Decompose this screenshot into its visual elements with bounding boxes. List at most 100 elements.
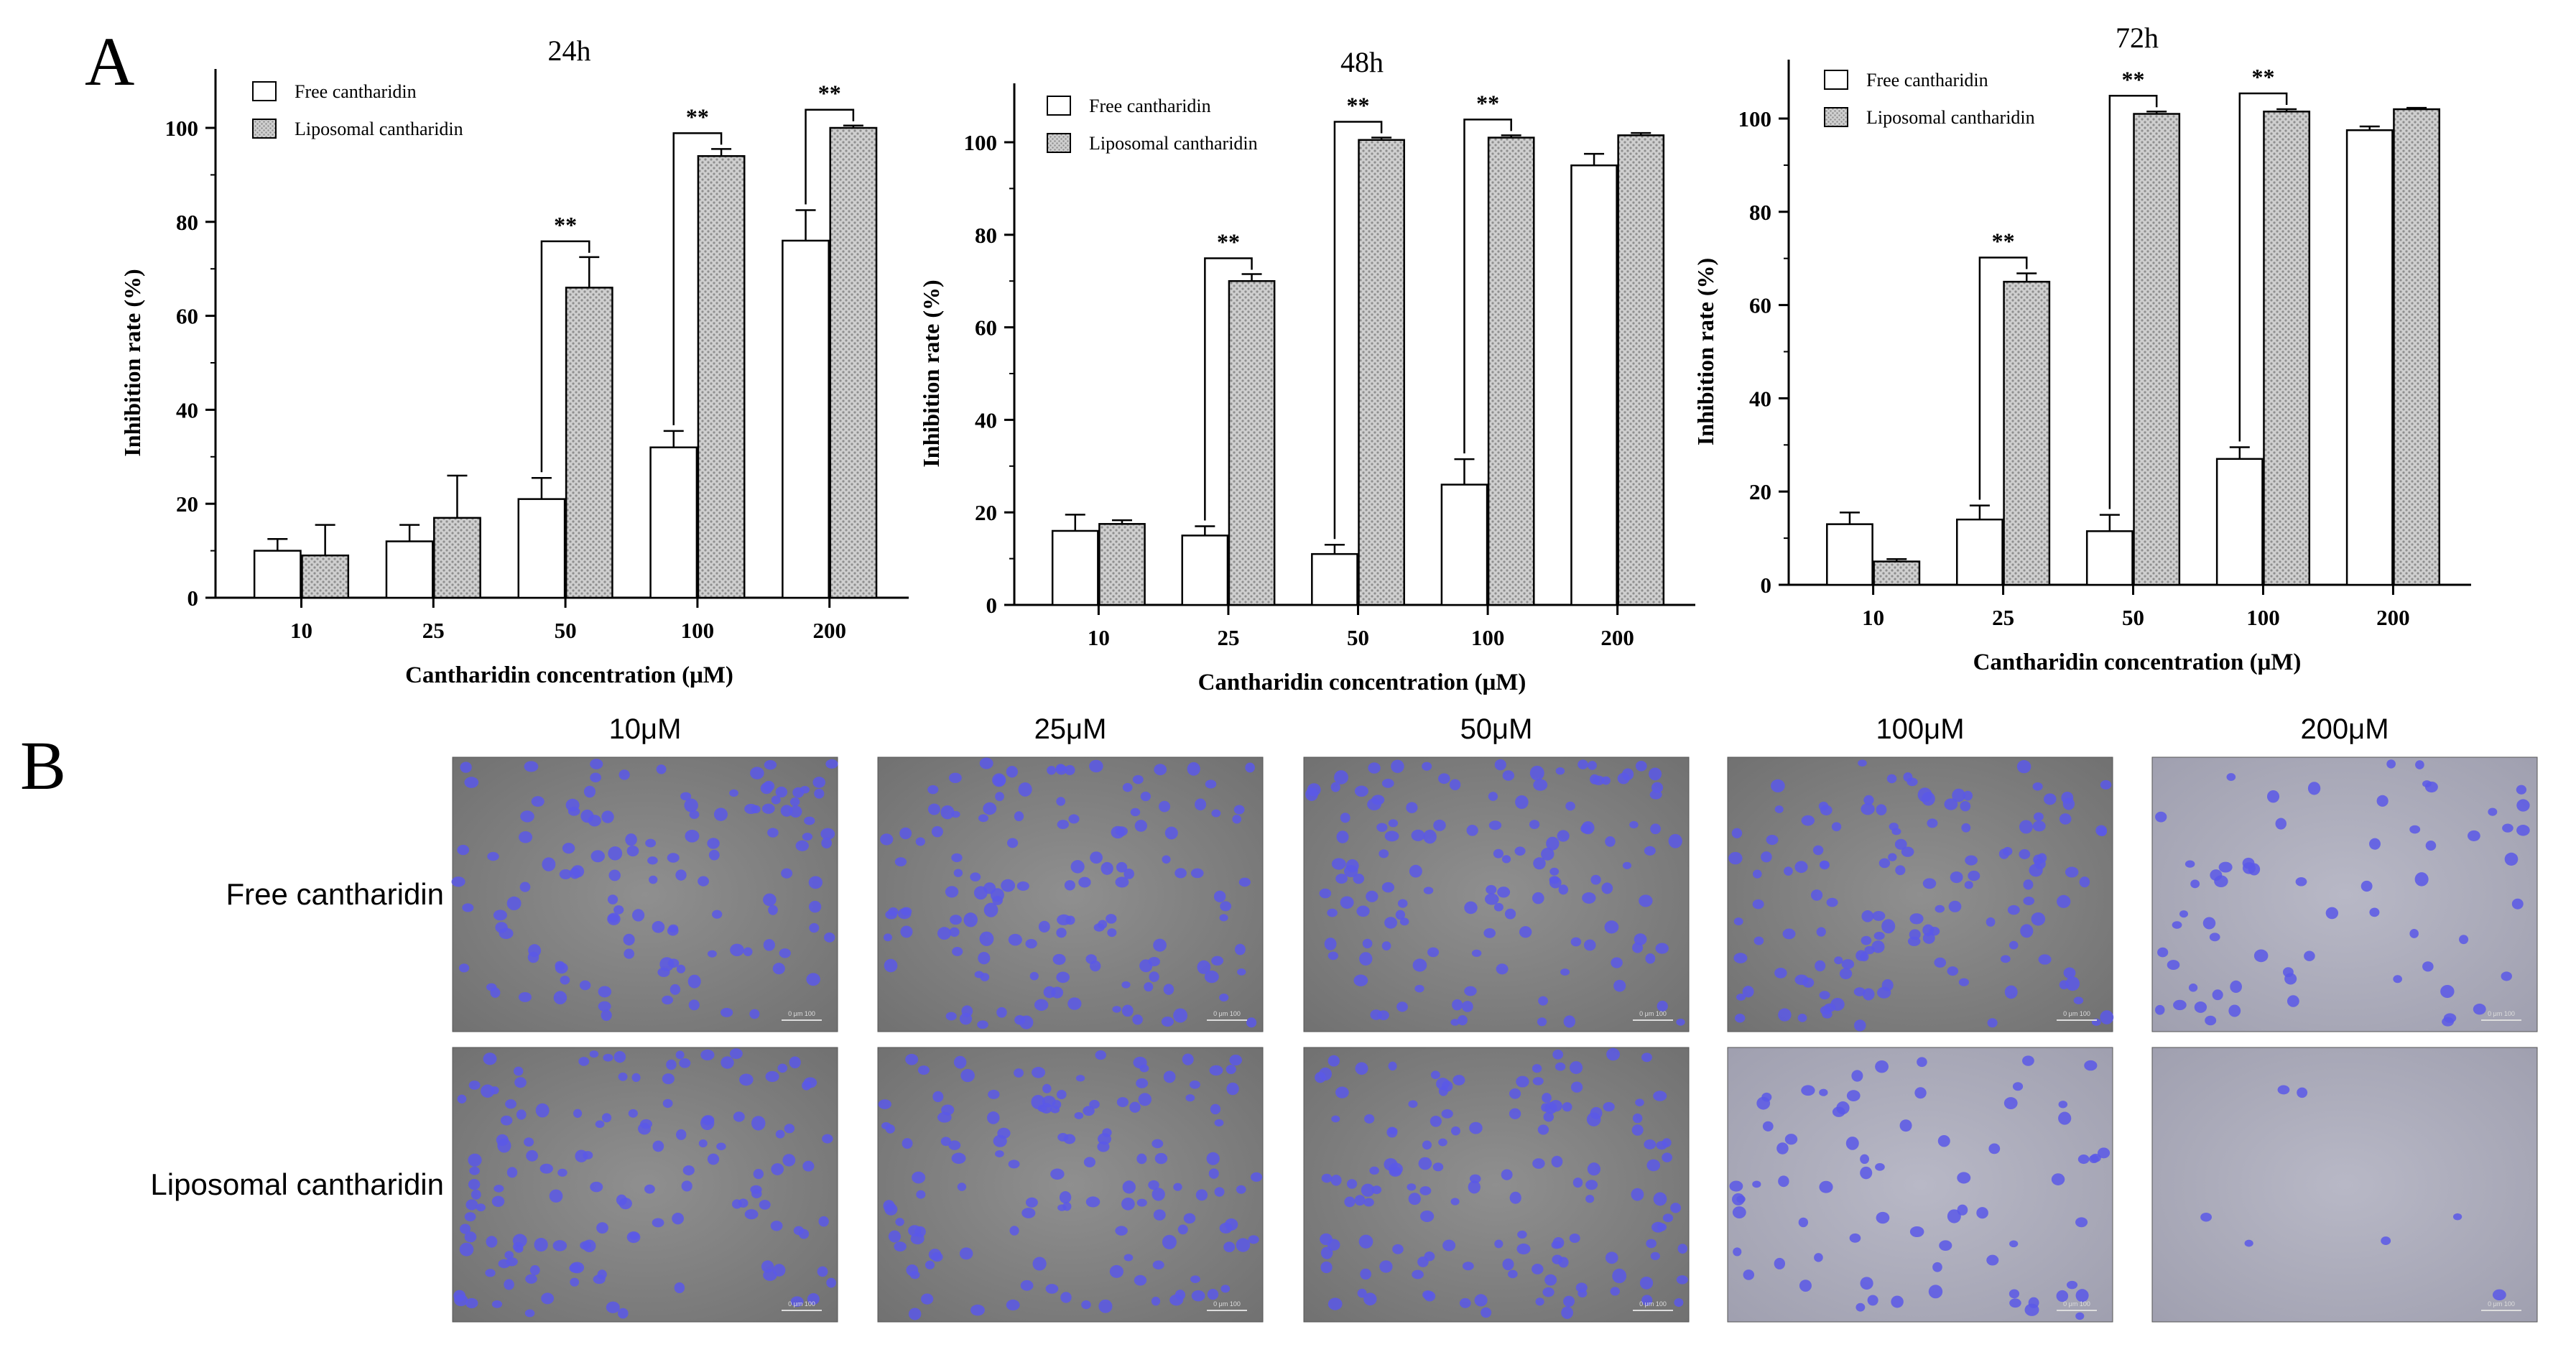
nucleus — [524, 1137, 534, 1147]
nucleus — [1622, 861, 1632, 869]
significance-label: ** — [818, 80, 841, 106]
nucleus — [1846, 1090, 1861, 1101]
nucleus — [2065, 976, 2080, 991]
nucleus — [2079, 876, 2090, 888]
nucleus — [1585, 1195, 1595, 1203]
significance-label: ** — [554, 212, 577, 238]
nucleus — [2209, 933, 2220, 942]
nucleus — [1529, 820, 1540, 829]
nucleus — [1849, 1233, 1861, 1243]
nucleus — [1195, 1189, 1208, 1201]
nucleus — [1631, 1124, 1644, 1136]
nucleus — [1381, 779, 1394, 788]
y-tick-label: 20 — [1749, 479, 1771, 504]
nucleus — [721, 1007, 733, 1017]
x-tick-label: 50 — [1347, 625, 1369, 650]
bar-liposomal-100 — [697, 154, 746, 599]
nucleus — [2440, 984, 2455, 999]
y-tick-label: 20 — [975, 500, 997, 525]
nucleus — [1233, 805, 1245, 815]
nucleus — [1731, 828, 1743, 838]
nucleus — [606, 1301, 620, 1313]
nucleus — [1734, 1014, 1746, 1023]
nucleus — [539, 1163, 553, 1174]
nucleus — [465, 1199, 478, 1211]
nucleus — [940, 1137, 951, 1147]
nucleus — [1814, 1253, 1823, 1262]
nucleus — [1611, 957, 1623, 968]
nucleus — [1612, 1268, 1627, 1284]
nucleus — [1644, 846, 1656, 856]
nucleus — [1250, 1172, 1263, 1182]
nucleus — [1873, 931, 1885, 940]
nucleus — [764, 760, 777, 770]
nucleus — [789, 1056, 801, 1069]
nucleus — [770, 1221, 783, 1231]
nucleus — [1535, 1297, 1544, 1306]
nucleus — [1909, 1226, 1924, 1238]
nucleus — [675, 1050, 685, 1060]
nucleus — [1236, 1185, 1246, 1194]
nucleus — [1331, 858, 1346, 870]
x-tick-label: 25 — [1217, 625, 1239, 650]
nucleus — [1662, 1152, 1672, 1162]
nucleus — [607, 912, 621, 925]
nucleus — [950, 915, 962, 925]
nucleus — [2516, 825, 2530, 836]
nucleus — [1459, 1297, 1471, 1308]
nucleus — [1871, 940, 1885, 953]
nucleus — [1516, 1075, 1529, 1088]
nucleus — [1774, 1257, 1786, 1269]
bar-liposomal-50 — [2133, 113, 2181, 586]
nucleus — [1532, 1064, 1542, 1073]
nucleus — [1411, 829, 1425, 841]
nucleus — [1532, 1077, 1544, 1086]
nucleus — [541, 1292, 555, 1305]
micrograph-1-4: 0 μm 100 — [2151, 1047, 2538, 1323]
nucleus — [1074, 1111, 1084, 1119]
nucleus — [1462, 1262, 1474, 1271]
nucleus — [1784, 866, 1793, 876]
bar-liposomal-10 — [301, 554, 350, 599]
nucleus — [1532, 1264, 1544, 1274]
nucleus — [649, 875, 658, 884]
nucleus — [468, 1153, 482, 1167]
nucleus — [2452, 1213, 2463, 1221]
legend-swatch-free — [1824, 70, 1848, 90]
nucleus — [1557, 830, 1570, 842]
legend-swatch-free — [252, 81, 277, 101]
nucleus — [1461, 1001, 1473, 1012]
nucleus — [824, 932, 835, 943]
nucleus — [618, 1072, 628, 1081]
nucleus — [580, 1241, 591, 1250]
legend-swatch-liposomal — [1824, 107, 1848, 127]
nucleus — [1123, 1254, 1134, 1262]
nucleus — [779, 948, 791, 958]
nucleus — [1514, 846, 1526, 856]
nucleus — [1173, 1008, 1188, 1023]
nucleus — [983, 802, 997, 815]
nucleus — [951, 810, 960, 818]
nucleus — [940, 805, 955, 820]
nucleus — [1379, 1260, 1393, 1273]
nucleus — [826, 1277, 836, 1288]
nucleus — [1558, 1257, 1569, 1268]
row-label: Liposomal cantharidin — [150, 1167, 444, 1201]
nucleus — [712, 910, 723, 919]
nucleus — [1831, 822, 1842, 832]
nucleus — [932, 1091, 944, 1103]
nucleus — [775, 786, 788, 798]
nucleus — [676, 964, 686, 973]
nucleus — [1577, 759, 1588, 769]
nucleus — [1089, 759, 1103, 773]
nucleus — [590, 772, 601, 782]
nucleus — [2033, 812, 2044, 821]
nucleus — [1101, 861, 1113, 875]
nucleus — [1645, 953, 1656, 964]
nucleus — [1782, 928, 1796, 940]
chart-48h: 48h 0 20 40 60 80 100 Inhibition rate (%) Cantha… — [918, 46, 1695, 695]
x-tick-label: 50 — [555, 618, 577, 643]
nucleus — [917, 1065, 930, 1075]
nucleus — [916, 1190, 926, 1199]
